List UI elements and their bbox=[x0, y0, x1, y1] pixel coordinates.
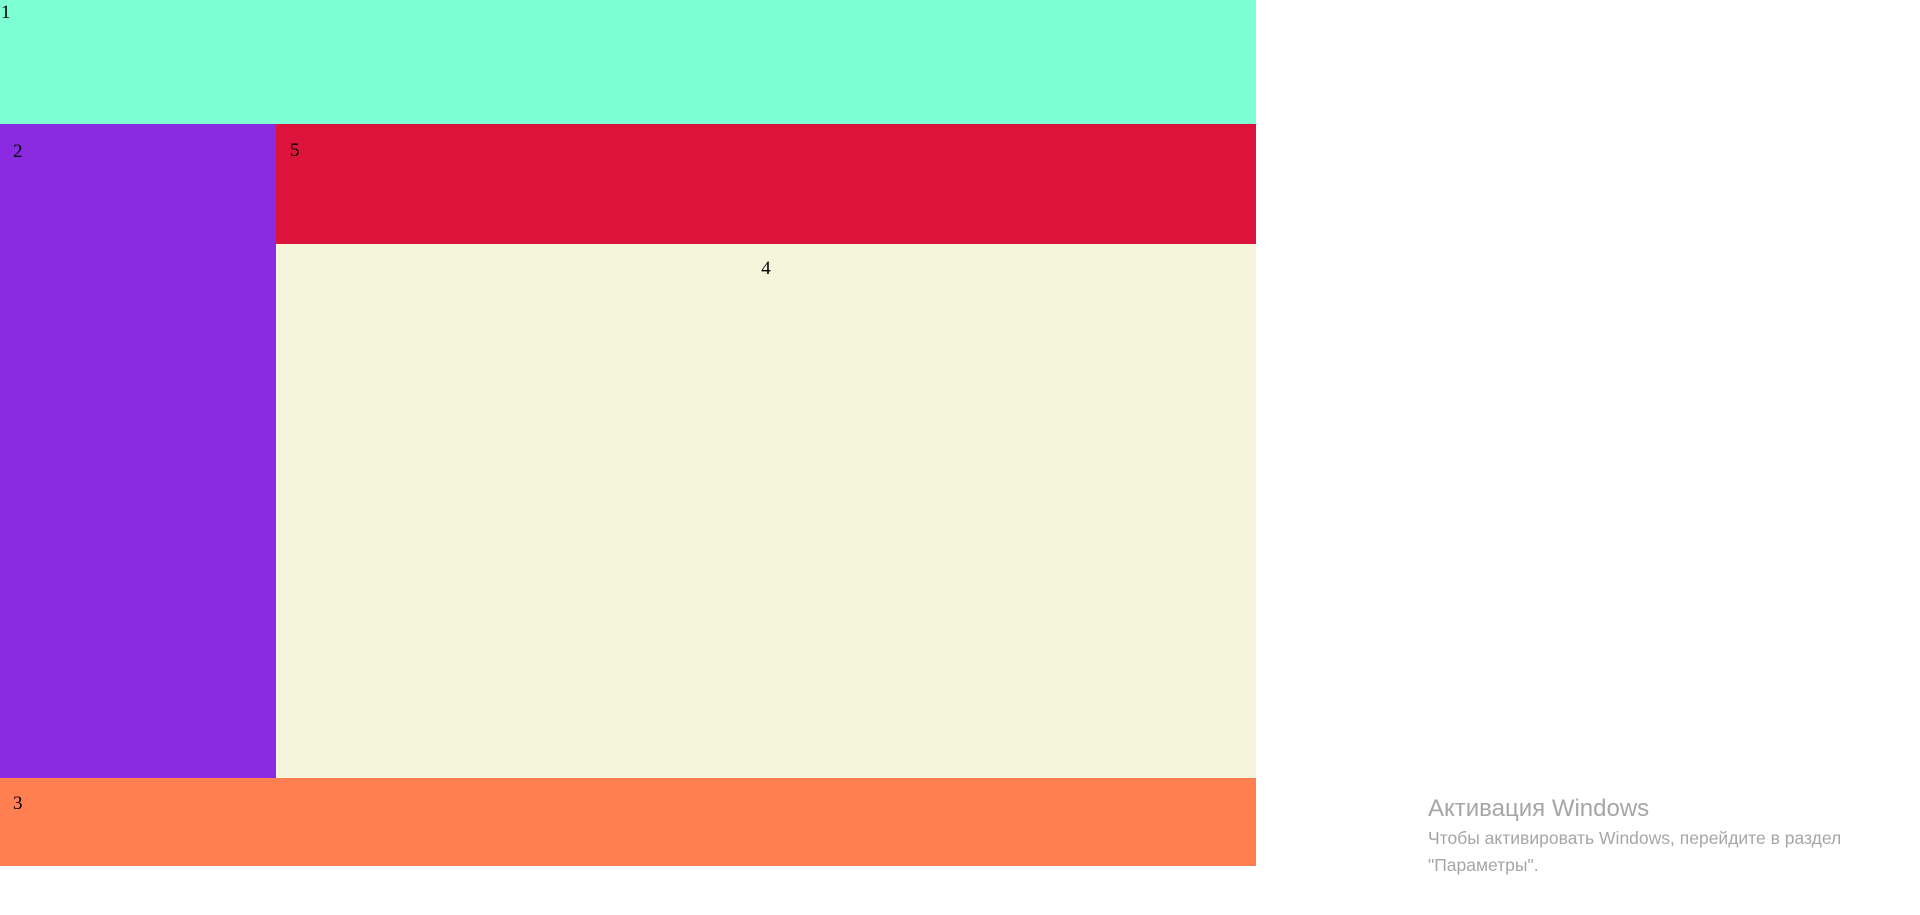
block-1-header: 1 bbox=[0, 0, 1256, 124]
block-3-footer: 3 bbox=[0, 778, 1256, 866]
block-4-label: 4 bbox=[761, 258, 771, 279]
watermark-line-2: "Параметры". bbox=[1428, 855, 1539, 875]
block-4-main-content: 4 bbox=[276, 244, 1256, 778]
block-5-top-panel: 5 bbox=[276, 124, 1256, 244]
block-3-label: 3 bbox=[13, 793, 23, 814]
windows-activation-watermark: Активация Windows Чтобы активировать Win… bbox=[1428, 794, 1841, 878]
watermark-line-1: Чтобы активировать Windows, перейдите в … bbox=[1428, 828, 1842, 848]
watermark-title: Активация Windows bbox=[1428, 795, 1650, 822]
block-2-sidebar: 2 bbox=[0, 124, 276, 778]
block-2-label: 2 bbox=[13, 141, 23, 162]
block-1-label: 1 bbox=[1, 2, 11, 23]
block-5-label: 5 bbox=[290, 140, 300, 161]
